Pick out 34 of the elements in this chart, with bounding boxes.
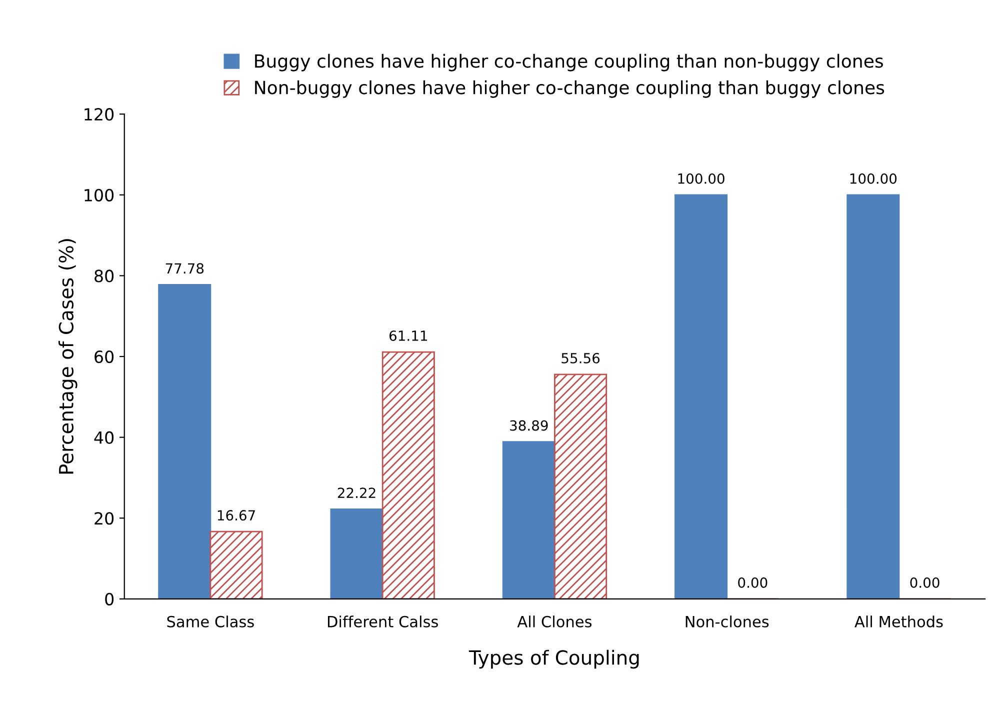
x-axis-title: Types of Coupling: [468, 650, 639, 669]
data-label: 100.00: [850, 173, 897, 184]
legend-label: Non-buggy clones have higher co-change coupling than buggy clones: [255, 80, 884, 98]
bar: [674, 194, 728, 599]
legend-label: Buggy clones have higher co-change coupling than non-buggy clones: [255, 54, 883, 72]
y-tick-label: 20: [94, 512, 114, 525]
data-label: 77.78: [166, 263, 204, 274]
bar: [330, 508, 384, 599]
data-label: 0.00: [738, 577, 768, 588]
y-tick-label: 120: [84, 108, 114, 121]
bar: [158, 284, 212, 599]
data-label: 55.56: [562, 352, 600, 364]
x-tick-label: All Methods: [854, 616, 943, 628]
x-tick-label: All Clones: [517, 616, 592, 628]
x-tick-label: Non-clones: [686, 616, 769, 628]
x-tick-label: Different Calss: [328, 616, 438, 628]
y-tick-label: 80: [94, 270, 114, 282]
y-tick-label: 40: [94, 431, 114, 444]
data-label: 38.89: [510, 420, 548, 431]
bar: [846, 194, 900, 599]
bar: [502, 441, 556, 599]
data-label: 22.22: [338, 488, 376, 498]
y-axis-title: Percentage of Cases (%): [58, 239, 78, 474]
data-label: 61.11: [389, 330, 427, 341]
data-label: 100.00: [678, 173, 724, 184]
y-tick-label: 0: [105, 592, 114, 606]
bar: [210, 530, 263, 599]
y-tick-label: 60: [94, 350, 114, 364]
bar: [382, 351, 435, 599]
y-tick-label: 100: [84, 188, 114, 202]
x-tick-label: Same Class: [167, 616, 254, 628]
data-label: 16.67: [218, 510, 255, 521]
data-label: 0.00: [910, 577, 940, 588]
bar: [554, 374, 608, 599]
